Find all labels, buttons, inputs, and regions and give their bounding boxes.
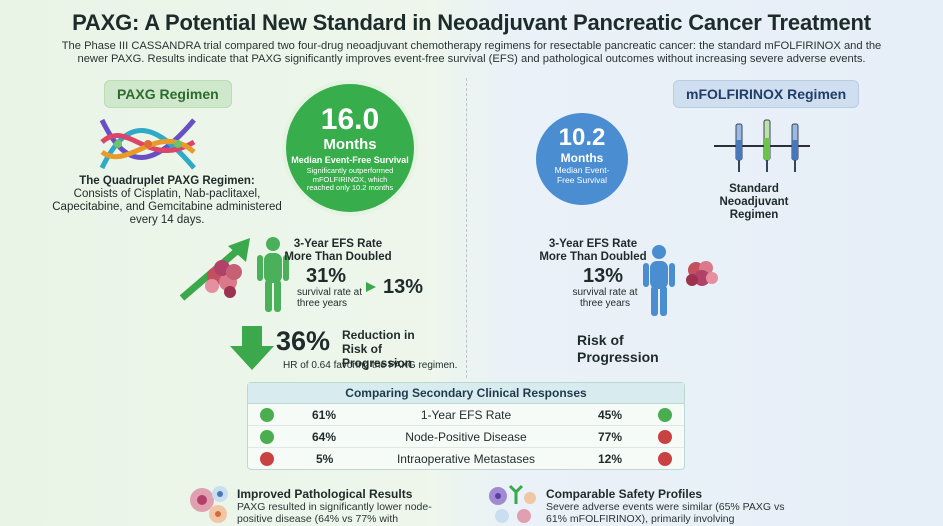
bad-indicator-dot: [260, 452, 274, 466]
page-subtitle: The Phase III CASSANDRA trial compared t…: [61, 40, 882, 65]
mfolfirinox-rate-value: 13%: [583, 265, 624, 287]
table-row: 64% Node-Positive Disease 77%: [248, 426, 684, 448]
paxg-efs-unit: Months: [323, 136, 377, 153]
patient-figure-blue-icon: [643, 245, 675, 316]
mfolfirinox-rate-caption: survival rate at three years: [572, 287, 638, 309]
bad-indicator-dot: [658, 430, 672, 444]
patient-figure-green-icon: [257, 237, 289, 312]
paxg-rate-compare: 13%: [383, 276, 424, 298]
paxg-rate-heading: 3-Year EFS Rate More Than Doubled: [284, 238, 392, 263]
cells-cluster-icon: [190, 486, 228, 523]
tumor-cells-icon: [686, 261, 718, 286]
center-divider: [466, 78, 467, 378]
mfolfirinox-efs-circle: 10.2 Months Median Event-Free Survival: [536, 113, 628, 205]
mfolfirinox-regimen-description: Standard Neoadjuvant Regimen: [719, 183, 789, 221]
bad-indicator-dot: [658, 452, 672, 466]
paxg-risk-value: 36%: [276, 326, 331, 356]
comparison-table: Comparing Secondary Clinical Responses 6…: [247, 382, 685, 470]
table-row: 61% 1-Year EFS Rate 45%: [248, 404, 684, 426]
footer-right-text: Severe adverse events were similar (65% …: [546, 501, 785, 526]
paxg-risk-note: HR of 0.64 favoring the PAXG regimen.: [283, 360, 458, 371]
paxg-regimen-label: PAXG Regimen: [104, 80, 232, 108]
paxg-risk-label: Reduction in Risk of Progression: [342, 328, 415, 370]
footer-left-text: PAXG resulted in significantly lower nod…: [237, 501, 432, 526]
paxg-rate-caption: survival rate at three years: [297, 287, 363, 309]
good-indicator-dot: [260, 408, 274, 422]
page-title: PAXG: A Potential New Standard in Neoadj…: [72, 10, 871, 35]
mfolfirinox-risk-label: Risk of Progression: [577, 332, 659, 365]
footer-right-title: Comparable Safety Profiles: [546, 487, 703, 501]
paxg-value: 64%: [312, 430, 337, 444]
paxg-efs-circle: 16.0 Months Median Event-Free Survival S…: [286, 84, 414, 212]
mfolfirinox-regimen-label: mFOLFIRINOX Regimen: [673, 80, 860, 108]
tumor-growth-icon: [179, 238, 250, 301]
mfolfirinox-efs-label: Median Event-Free Survival: [554, 165, 610, 185]
paxg-value: 61%: [312, 408, 337, 422]
dna-helix-icon: [99, 118, 196, 170]
mfolfirinox-efs-value: 10.2: [558, 124, 606, 151]
paxg-rate-value: 31%: [306, 265, 347, 287]
metric-label: Intraoperative Metastases: [396, 452, 536, 466]
mfolfirinox-value: 77%: [598, 430, 623, 444]
iv-vials-icon: [714, 119, 810, 172]
mfolfirinox-value: 12%: [598, 452, 623, 466]
paxg-efs-value: 16.0: [320, 103, 380, 136]
good-indicator-dot: [658, 408, 672, 422]
metric-label: Node-Positive Disease: [405, 430, 527, 444]
paxg-efs-label: Median Event-Free Survival: [291, 155, 409, 165]
metric-label: 1-Year EFS Rate: [420, 408, 512, 422]
table-title: Comparing Secondary Clinical Responses: [248, 383, 684, 404]
down-arrow-icon: [230, 326, 274, 370]
good-indicator-dot: [260, 430, 274, 444]
paxg-regimen-title: The Quadruplet PAXG Regimen:: [79, 175, 255, 187]
mfolfirinox-value: 45%: [598, 408, 623, 422]
play-arrow-icon: [366, 282, 376, 292]
footer-left-title: Improved Pathological Results: [237, 487, 413, 501]
mfolfirinox-rate-heading: 3-Year EFS Rate More Than Doubled: [539, 238, 647, 263]
mfolfirinox-efs-unit: Months: [560, 151, 604, 165]
paxg-regimen-description: Consists of Cisplatin, Nab-paclitaxel, C…: [52, 188, 282, 226]
antibody-cells-icon: [489, 484, 536, 523]
paxg-value: 5%: [316, 452, 334, 466]
table-row: 5% Intraoperative Metastases 12%: [248, 448, 684, 470]
paxg-efs-note: Significantly outperformed mFOLFIRINOX, …: [306, 166, 394, 192]
